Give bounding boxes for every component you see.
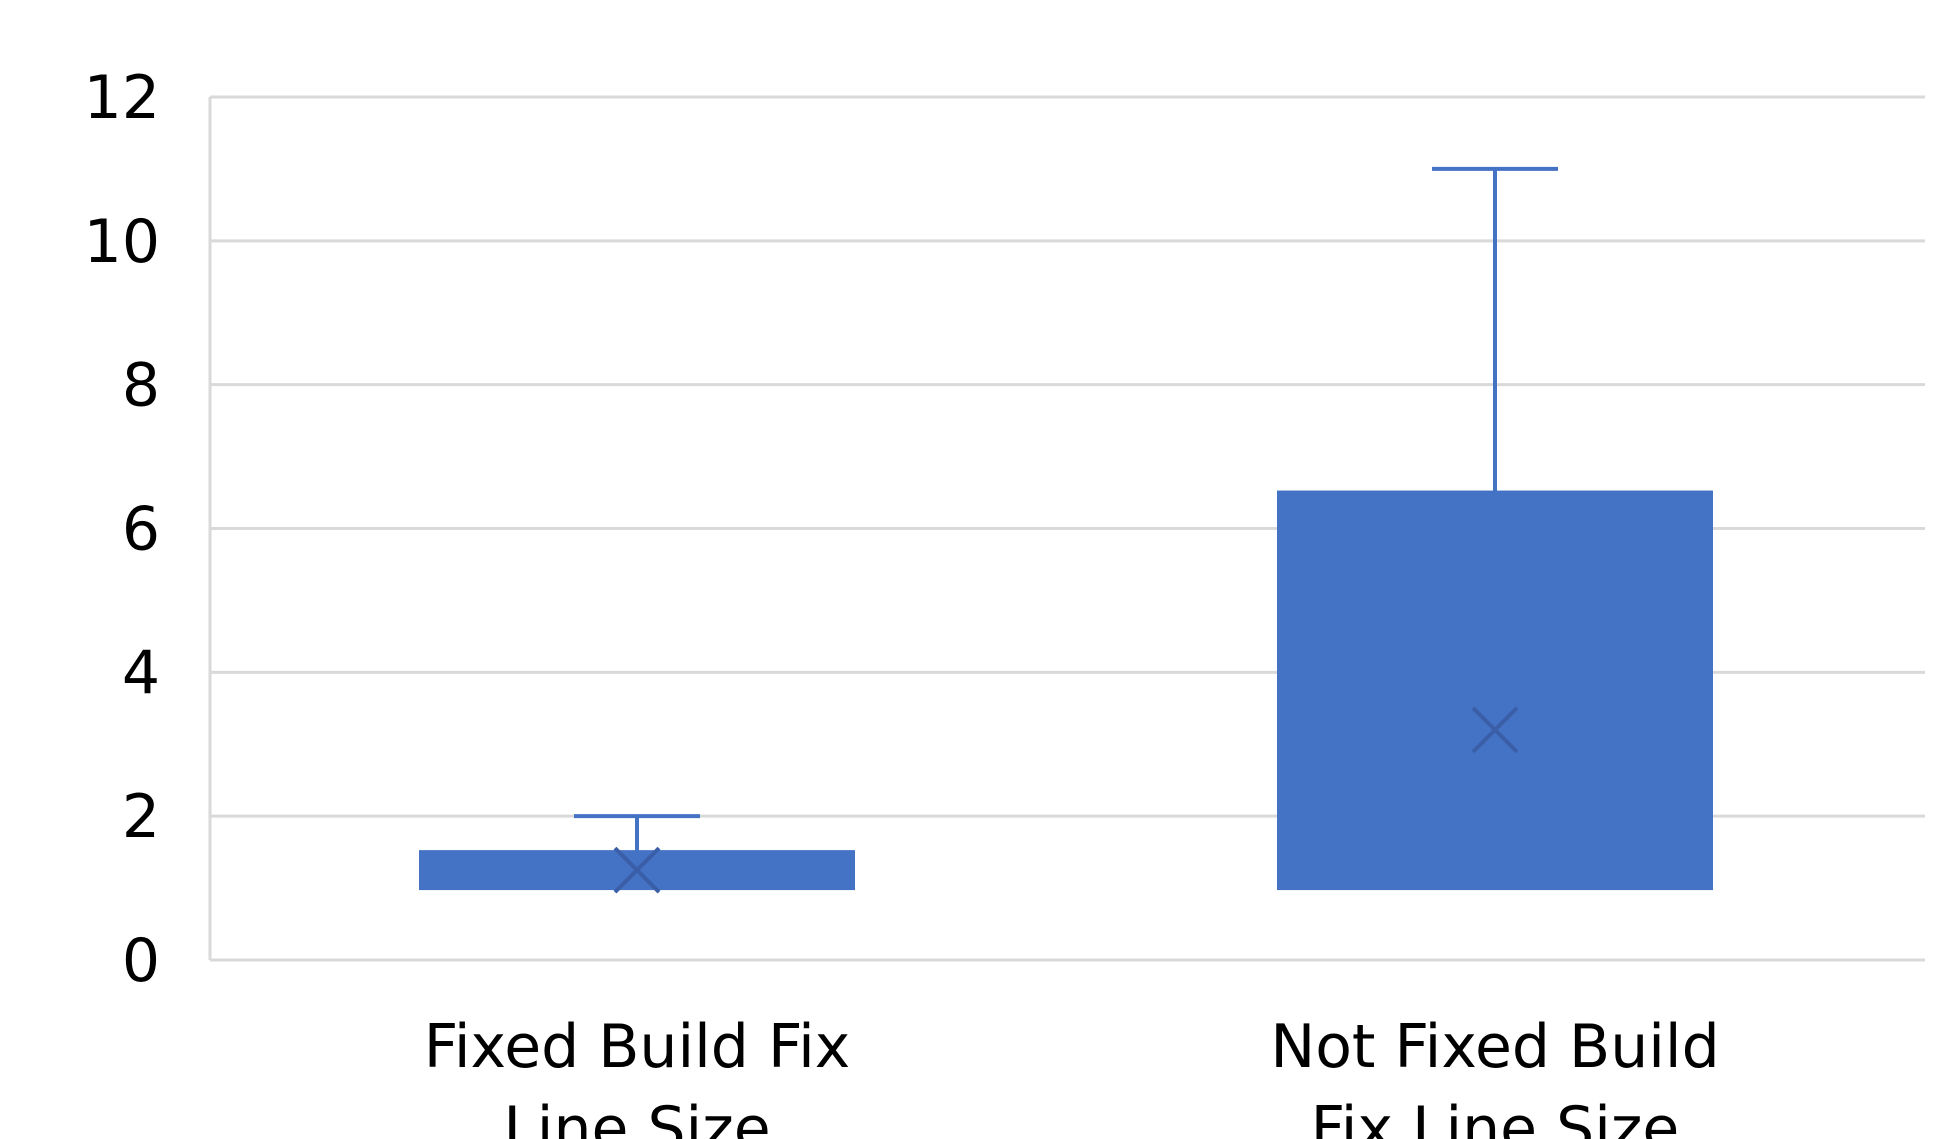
y-tick-label-2: 2	[122, 782, 160, 852]
x-category-label-line: Line Size	[503, 1094, 770, 1139]
boxes	[419, 166, 1713, 894]
y-axis: 0 2 4 6 8 10 12	[84, 63, 212, 996]
x-category-label-line: Fixed Build Fix	[424, 1012, 851, 1082]
y-tick-label-10: 10	[84, 207, 160, 277]
y-tick-label-12: 12	[84, 63, 160, 133]
box-1	[419, 814, 855, 894]
y-tick-label-8: 8	[122, 351, 160, 421]
x-axis-labels: Fixed Build Fix Line Size Not Fixed Build F…	[424, 1012, 1720, 1139]
x-category-label-line: Fix Line Size	[1311, 1094, 1680, 1139]
box-iqr	[1277, 490, 1713, 891]
mean-marker-stroke-b	[1471, 706, 1519, 754]
x-category-label-1: Fixed Build Fix Line Size	[424, 1012, 851, 1139]
y-tick-label-6: 6	[122, 495, 160, 565]
y-tick-label-4: 4	[122, 638, 160, 708]
y-tick-label-0: 0	[122, 926, 160, 996]
mean-marker-stroke-b	[613, 846, 661, 894]
box-2	[1277, 166, 1713, 891]
gridlines	[210, 95, 1925, 962]
x-category-label-2: Not Fixed Build Fix Line Size	[1270, 1012, 1719, 1139]
x-category-label-line: Not Fixed Build	[1270, 1012, 1719, 1082]
